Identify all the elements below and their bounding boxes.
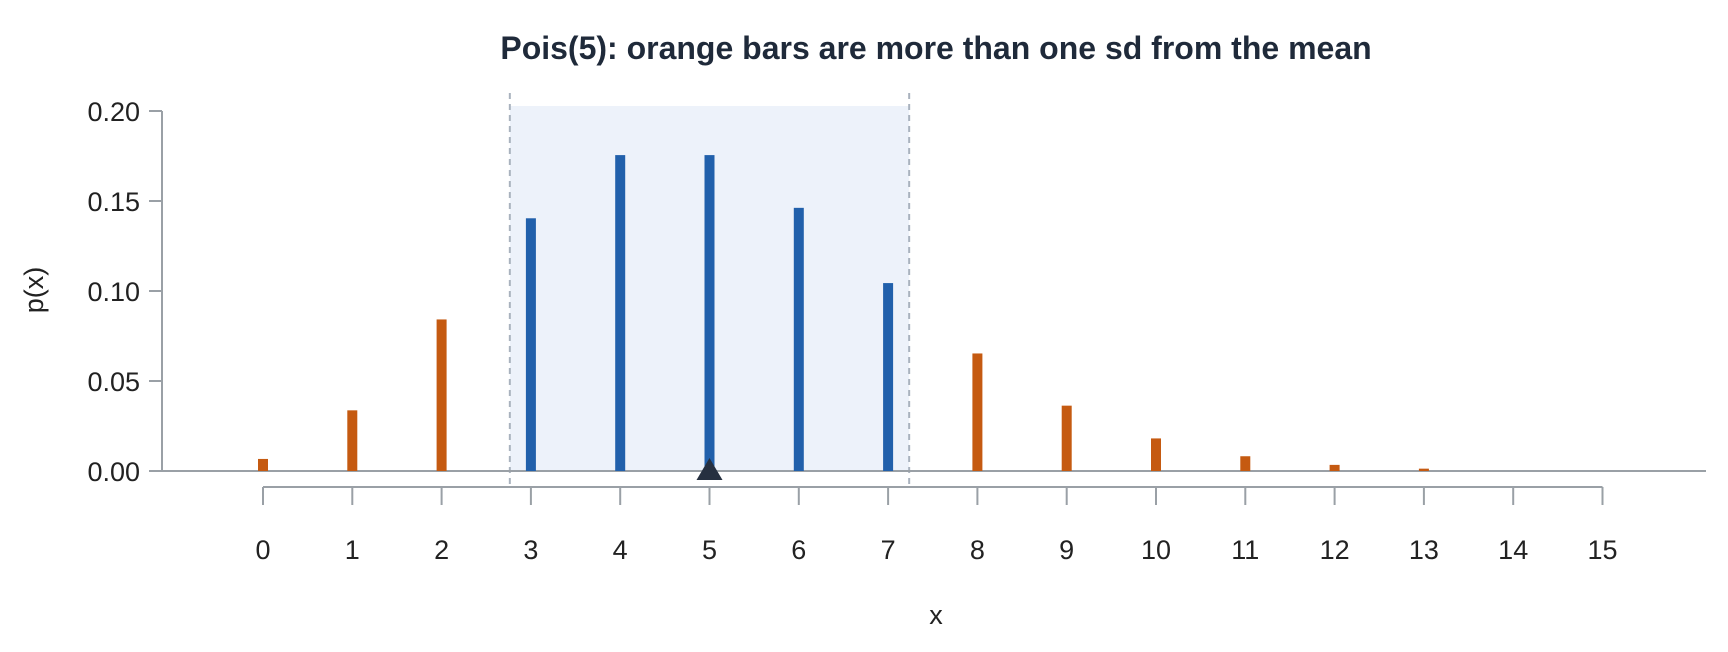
- bar-x-8: [972, 353, 983, 471]
- bar-x-7: [883, 283, 894, 471]
- x-tick-label: 5: [702, 535, 717, 565]
- bar-x-0: [258, 458, 268, 471]
- bar-x-1: [347, 410, 358, 471]
- bar-x-9: [1061, 405, 1072, 471]
- bar-x-13: [1418, 468, 1429, 471]
- bar-x-12: [1329, 464, 1340, 471]
- x-tick-label: 13: [1409, 535, 1439, 565]
- x-tick-label: 9: [1059, 535, 1074, 565]
- x-tick-label: 7: [881, 535, 896, 565]
- mean-marker: [696, 458, 723, 480]
- bar-x-5: [704, 155, 715, 471]
- y-tick-label: 0.00: [87, 457, 140, 487]
- x-tick-label: 11: [1231, 535, 1259, 565]
- x-axis: 0 1 2 3 4 5 6 7 8 9 10 11 12 13 14 15: [255, 486, 1618, 565]
- y-axis: 0.00 0.05 0.10 0.15 0.20: [87, 97, 163, 487]
- y-tick-label: 0.20: [87, 97, 140, 127]
- x-tick-label: 8: [970, 535, 985, 565]
- x-tick-label: 2: [434, 535, 449, 565]
- bar-x-11: [1240, 456, 1251, 471]
- y-axis-label: p(x): [19, 267, 49, 314]
- bar-x-3: [525, 218, 536, 471]
- bar-x-2: [436, 319, 447, 471]
- mean-triangle: [696, 458, 723, 480]
- bar-x-6: [793, 207, 804, 471]
- bar-x-10: [1151, 438, 1161, 471]
- bar-x-4: [615, 155, 626, 471]
- x-tick-label: 10: [1141, 535, 1171, 565]
- y-tick-label: 0.05: [87, 367, 140, 397]
- chart-title: Pois(5): orange bars are more than one s…: [500, 30, 1371, 66]
- x-tick-label: 6: [791, 535, 806, 565]
- x-axis-label: x: [929, 600, 943, 630]
- x-tick-label: 0: [255, 535, 270, 565]
- y-tick-label: 0.10: [87, 277, 140, 307]
- x-tick-label: 15: [1587, 535, 1617, 565]
- x-tick-label: 12: [1320, 535, 1350, 565]
- x-tick-label: 14: [1498, 535, 1528, 565]
- y-tick-label: 0.15: [87, 187, 140, 217]
- x-tick-label: 1: [345, 535, 360, 565]
- x-tick-label: 4: [613, 535, 628, 565]
- x-tick-label: 3: [523, 535, 538, 565]
- bars: [258, 155, 1429, 471]
